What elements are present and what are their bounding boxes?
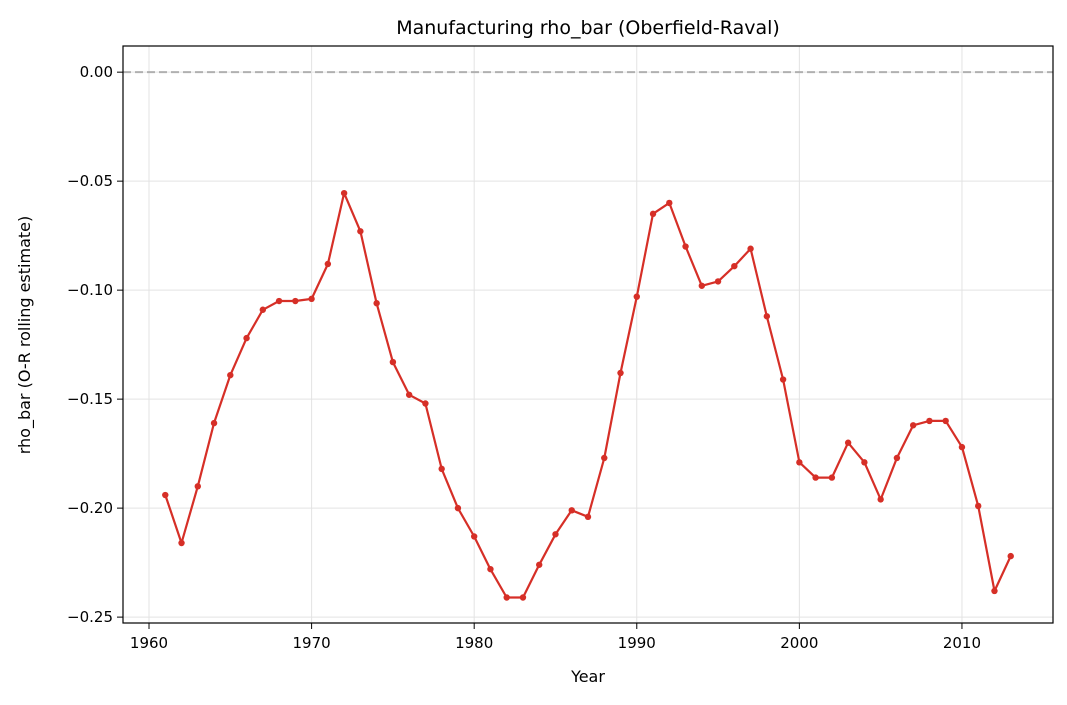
data-point [812,474,819,481]
data-point [942,417,949,425]
y-tick-label: −0.25 [67,608,113,626]
data-point [958,443,966,451]
data-point [308,295,315,303]
x-tick-label: 2010 [943,634,981,652]
x-tick-label: 1980 [455,634,493,652]
data-point [454,504,462,512]
data-point [552,531,559,538]
data-point [601,454,608,462]
data-point [731,262,738,270]
y-tick-label: −0.10 [67,281,113,299]
data-point [633,293,640,300]
data-point [275,297,283,305]
x-tick-label: 2000 [780,634,818,652]
data-point [682,243,689,250]
data-point [438,465,445,473]
data-point [536,561,543,568]
data-point [194,483,201,490]
x-tick-label: 1990 [618,634,656,652]
data-point [584,513,592,521]
data-point [470,533,478,540]
data-point [227,371,234,379]
data-point [373,300,380,307]
grid [123,46,1053,623]
y-tick-label: −0.05 [67,172,113,190]
y-tick-label: 0.00 [80,63,113,81]
data-point [422,400,429,407]
data-point [519,594,527,601]
data-point [324,260,332,268]
data-point [568,507,575,514]
data-point [893,454,901,462]
chart-title: Manufacturing rho_bar (Oberfield-Raval) [396,17,780,39]
y-axis-label: rho_bar (O-R rolling estimate) [15,216,35,455]
data-point [666,199,673,207]
data-point [487,565,494,573]
data-point [503,594,510,601]
data-point [698,282,706,289]
data-point [714,278,722,285]
series-group [162,189,1014,601]
x-tick-label: 1970 [293,634,331,652]
data-point [162,491,169,499]
x-axis: 1960 1970 1980 1990 2000 2010 [130,623,981,652]
data-point [178,539,185,547]
y-tick-label: −0.20 [67,499,113,517]
data-point [828,474,836,481]
data-point [243,334,250,342]
data-point [340,189,348,197]
data-point [796,459,803,466]
y-axis: 0.00 −0.05 −0.10 −0.15 −0.20 −0.25 [67,63,123,626]
data-point [926,417,933,425]
data-point [259,306,267,313]
x-tick-label: 1960 [130,634,168,652]
data-point [763,313,771,320]
data-point [210,419,218,427]
data-point [991,587,998,595]
data-point [1007,552,1014,560]
data-point [844,439,852,446]
series-line [164,192,1012,599]
x-axis-label: Year [570,667,605,686]
data-point [357,228,364,235]
data-point [292,297,299,305]
data-point [861,459,868,466]
data-point [405,391,413,398]
data-point [877,496,884,503]
data-point [975,502,982,510]
data-point [779,376,787,383]
data-point [649,210,657,218]
data-point [389,358,397,366]
y-tick-label: −0.15 [67,390,113,408]
data-point [617,369,624,377]
data-point [909,422,917,429]
data-point [747,245,754,252]
plot-frame [122,45,1054,624]
